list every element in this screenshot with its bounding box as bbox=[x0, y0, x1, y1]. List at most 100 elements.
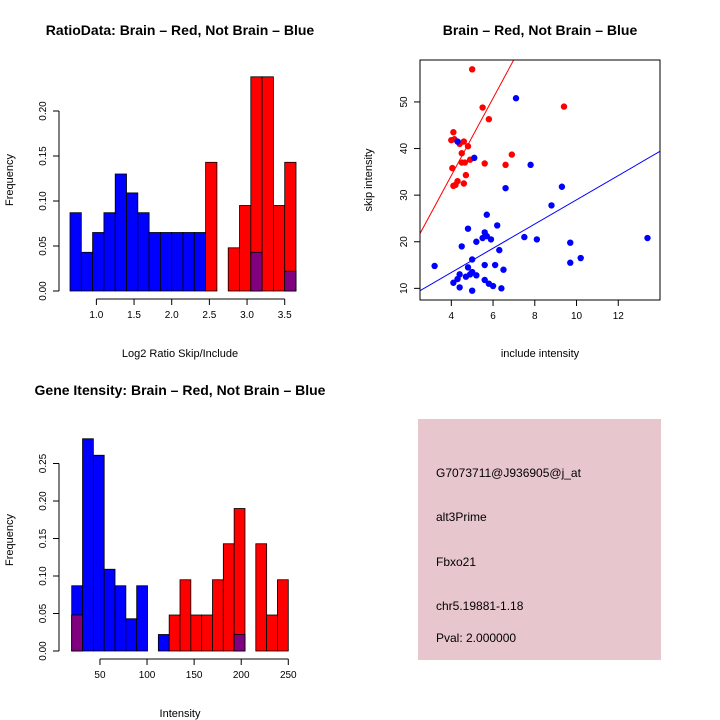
scatter-ylabel: skip intensity bbox=[363, 148, 375, 211]
gene-bar-brain bbox=[190, 614, 203, 652]
scatter-point-not-brain bbox=[502, 184, 509, 192]
gene-bar-not-brain bbox=[82, 438, 94, 652]
scatter-point-not-brain bbox=[496, 246, 503, 254]
scatter-fit-line-brain bbox=[420, 60, 515, 234]
scatter-point-brain bbox=[450, 129, 457, 136]
scatter-point-not-brain bbox=[577, 254, 584, 262]
scatter-point-not-brain bbox=[431, 262, 438, 270]
scatter-point-not-brain bbox=[468, 287, 476, 294]
gene-bar-overlap bbox=[71, 614, 83, 652]
scatter-point-not-brain bbox=[494, 222, 501, 229]
scatter-point-not-brain bbox=[483, 211, 490, 218]
gene-y-tick-label: 0.20 bbox=[38, 491, 49, 511]
ratio-bar-not-brain bbox=[148, 232, 161, 292]
scatter-point-not-brain bbox=[481, 276, 488, 284]
ratio-bar-brain bbox=[239, 205, 252, 292]
scatter-point-not-brain bbox=[548, 202, 555, 209]
ratio-x-tick-label: 3.5 bbox=[278, 310, 292, 321]
scatter-point-brain bbox=[481, 160, 488, 167]
scatter-point-not-brain bbox=[487, 236, 495, 243]
gene-bar-brain bbox=[266, 614, 278, 652]
scatter-point-not-brain bbox=[473, 272, 480, 279]
gene-bar-brain bbox=[179, 579, 192, 652]
gene-intensity-bars bbox=[71, 438, 289, 652]
gene-x-tick-label: 200 bbox=[233, 670, 250, 681]
gene-y-tick-label: 0.10 bbox=[38, 566, 49, 586]
gene-y-tick-label: 0.25 bbox=[38, 453, 49, 473]
scatter-panel: Brain – Red, Not Brain – Blue include in… bbox=[363, 22, 661, 360]
gene-intensity-panel: Gene Itensity: Brain – Red, Not Brain – … bbox=[4, 382, 326, 720]
scatter-x-tick-label: 12 bbox=[613, 311, 625, 322]
gene-bar-brain bbox=[201, 614, 213, 652]
ratio-histogram-panel: RatioData: Brain – Red, Not Brain – Blue… bbox=[4, 22, 314, 360]
pval-label: Pval: 2.000000 bbox=[436, 631, 516, 645]
gene-y-tick-label: 0.00 bbox=[38, 641, 49, 661]
scatter-point-not-brain bbox=[479, 234, 486, 242]
ratio-x-tick-label: 1.0 bbox=[89, 310, 103, 321]
scatter-point-not-brain bbox=[464, 264, 472, 271]
ratio-bar-not-brain bbox=[171, 232, 184, 292]
scatter-point-not-brain bbox=[567, 239, 574, 246]
scatter-point-not-brain bbox=[512, 95, 520, 102]
ratio-bar-not-brain bbox=[137, 212, 150, 292]
scatter-x-tick-label: 4 bbox=[449, 311, 455, 322]
ratio-x-tick-label: 1.5 bbox=[127, 310, 141, 321]
scatter-point-not-brain bbox=[454, 138, 461, 145]
scatter-point-not-brain bbox=[481, 261, 488, 269]
scatter-y-tick-label: 10 bbox=[399, 282, 410, 294]
scatter-point-not-brain bbox=[468, 256, 476, 263]
scatter-point-brain bbox=[479, 104, 486, 111]
scatter-point-not-brain bbox=[527, 161, 534, 169]
gene-x-tick-label: 50 bbox=[94, 670, 106, 681]
ratio-y-tick-label: 0.05 bbox=[38, 236, 49, 256]
ratio-bar-not-brain bbox=[182, 232, 195, 292]
ratio-histogram-axes: 1.0 1.5 2.0 2.5 3.0 3.5 0.00 0.05 0.10 0.15 0.20 bbox=[38, 101, 292, 321]
gene-bar-not-brain bbox=[103, 568, 116, 652]
scatter-x-tick-label: 8 bbox=[532, 311, 538, 322]
scatter-point-not-brain bbox=[454, 275, 461, 283]
scatter-point-brain bbox=[448, 136, 455, 144]
gene-bar-not-brain bbox=[114, 585, 127, 652]
scatter-point-brain bbox=[502, 161, 509, 169]
gene-intensity-ylabel: Frequency bbox=[4, 514, 16, 566]
ratio-y-tick-label: 0.20 bbox=[38, 101, 49, 121]
ratio-histogram-bars bbox=[69, 76, 297, 292]
event-type-label: alt3Prime bbox=[436, 510, 487, 524]
gene-bar-brain bbox=[255, 543, 268, 652]
ratio-bar-not-brain bbox=[114, 173, 127, 292]
scatter-point-not-brain bbox=[464, 225, 472, 232]
scatter-point-not-brain bbox=[462, 273, 470, 280]
gene-bar-brain bbox=[212, 579, 224, 652]
scatter-y-tick-label: 40 bbox=[399, 143, 410, 155]
scatter-point-brain bbox=[508, 151, 516, 158]
scatter-axes: 4 6 8 10 12 10 20 30 40 50 bbox=[399, 59, 661, 322]
scatter-point-not-brain bbox=[456, 284, 463, 291]
gene-y-tick-label: 0.15 bbox=[38, 528, 49, 548]
scatter-frame bbox=[419, 59, 661, 301]
gene-bar-brain bbox=[222, 543, 235, 652]
scatter-point-not-brain bbox=[498, 285, 505, 292]
gene-bar-brain bbox=[233, 508, 246, 652]
gene-bar-brain bbox=[277, 579, 289, 652]
scatter-point-brain bbox=[452, 181, 459, 189]
gene-bar-not-brain bbox=[125, 618, 138, 652]
scatter-y-tick-label: 50 bbox=[399, 96, 410, 108]
probe-id-label: G7073711@J936905@j_at bbox=[436, 466, 582, 480]
scatter-point-brain bbox=[485, 115, 493, 123]
scatter-x-tick-label: 10 bbox=[571, 311, 583, 322]
gene-intensity-title: Gene Itensity: Brain – Red, Not Brain – … bbox=[35, 382, 326, 398]
scatter-point-brain bbox=[460, 180, 468, 187]
scatter-y-tick-label: 30 bbox=[399, 189, 410, 201]
gene-bar-brain bbox=[168, 614, 181, 652]
gene-bar-overlap bbox=[233, 634, 246, 652]
scatter-point-not-brain bbox=[558, 183, 566, 190]
gene-x-tick-label: 250 bbox=[280, 670, 297, 681]
ratio-bar-brain bbox=[261, 76, 274, 292]
ratio-bar-overlap bbox=[250, 251, 263, 292]
scatter-plot-area bbox=[420, 60, 660, 294]
scatter-y-tick-label: 20 bbox=[399, 236, 410, 248]
location-label: chr5.19881-1.18 bbox=[436, 599, 524, 613]
ratio-bar-not-brain bbox=[92, 232, 105, 292]
ratio-bar-brain bbox=[205, 161, 218, 292]
